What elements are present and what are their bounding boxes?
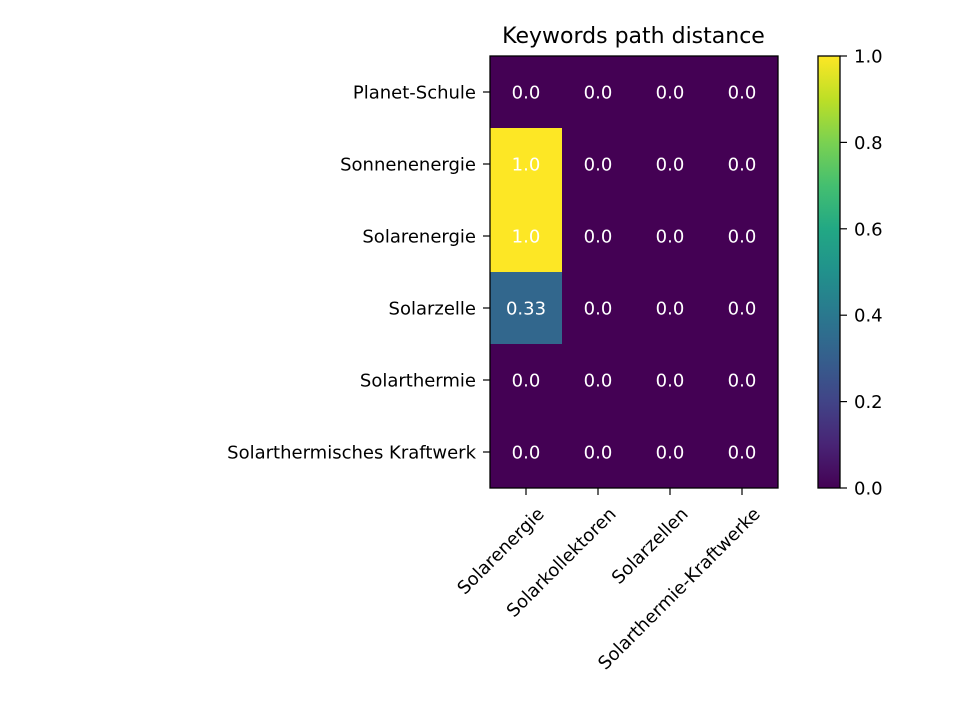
heatmap-cell [706,56,779,129]
cell-value-label: 0.0 [512,371,541,392]
heatmap-cell [490,344,563,417]
heatmap-cell [706,344,779,417]
cell-value-label: 0.0 [584,227,613,248]
heatmap-cell [634,344,707,417]
cell-value-label: 0.0 [728,83,757,104]
heatmap-cell [562,272,635,345]
cell-value-label: 0.0 [656,227,685,248]
cell-value-label: 0.0 [512,443,541,464]
cell-value-label: 0.0 [656,443,685,464]
heatmap-cell [490,128,563,201]
cell-value-label: 0.0 [728,299,757,320]
heatmap-cell [562,128,635,201]
heatmap-cell [562,56,635,129]
cell-value-label: 1.0 [512,155,541,176]
y-tick-label: Sonnenenergie [340,155,476,176]
heatmap-cell [490,416,563,489]
x-axis: SolarenergieSolarkollektorenSolarzellenS… [453,488,765,674]
cell-value-label: 0.0 [584,299,613,320]
cell-value-label: 0.33 [506,299,546,320]
cell-value-label: 0.0 [584,371,613,392]
cell-value-label: 0.0 [728,371,757,392]
y-tick-label: Solarzelle [389,299,476,320]
y-tick-label: Solarenergie [362,227,476,248]
cell-value-label: 0.0 [728,443,757,464]
heatmap-cell-labels: 0.0 0.0 0.0 0.0 1.0 0.0 0.0 0.0 1.0 0.0 0.0 0.0 0.33… [506,83,756,464]
cell-value-label: 1.0 [512,227,541,248]
colorbar-axis: 0.0 0.2 0.4 0.6 0.8 1.0 [840,47,883,500]
colorbar-tick-label: 0.0 [854,479,883,500]
plot-frame [489,55,779,489]
heatmap-cell [490,272,563,345]
y-tick-label: Planet-Schule [353,83,476,104]
chart-title: Keywords path distance [502,24,765,49]
y-tick-label: Solarthermisches Kraftwerk [227,443,476,464]
heatmap-cell [706,272,779,345]
heatmap-cell [490,56,563,129]
colorbar-tick-label: 1.0 [854,47,883,68]
heatmap-cell [562,344,635,417]
colorbar [817,55,841,489]
cell-value-label: 0.0 [656,155,685,176]
cell-value-label: 0.0 [656,299,685,320]
cell-value-label: 0.0 [656,83,685,104]
y-axis: Planet-Schule Sonnenenergie Solarenergie So… [227,83,490,464]
colorbar-tick-label: 0.4 [854,306,883,327]
heatmap-cell [634,272,707,345]
heatmap-cell [562,416,635,489]
cell-value-label: 0.0 [584,155,613,176]
cell-value-label: 0.0 [656,371,685,392]
cell-value-label: 0.0 [512,83,541,104]
heatmap-cells [490,56,779,489]
cell-value-label: 0.0 [728,227,757,248]
colorbar-tick-label: 0.8 [854,133,883,154]
colorbar-tick-label: 0.6 [854,219,883,240]
heatmap-cell [490,200,563,273]
heatmap-cell [706,128,779,201]
heatmap-cell [562,200,635,273]
heatmap-cell [706,416,779,489]
cell-value-label: 0.0 [728,155,757,176]
colorbar-tick-label: 0.2 [854,392,883,413]
heatmap-cell [634,416,707,489]
cell-value-label: 0.0 [584,83,613,104]
heatmap-cell [634,128,707,201]
heatmap-cell [634,200,707,273]
cell-value-label: 0.0 [584,443,613,464]
heatmap-cell [634,56,707,129]
heatmap-cell [706,200,779,273]
y-tick-label: Solarthermie [360,371,476,392]
